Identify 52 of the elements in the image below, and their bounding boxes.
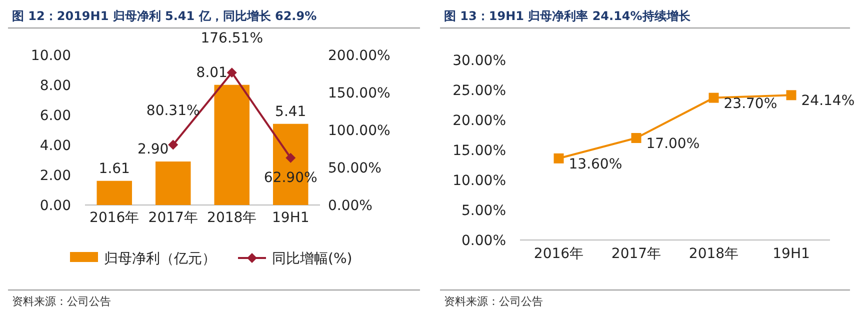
y-tick-label: 0.00 — [40, 198, 71, 214]
y2-tick-label: 200.00% — [328, 48, 390, 64]
data-label: 5.41 — [275, 104, 306, 120]
data-label: 17.00% — [646, 136, 700, 152]
y2-tick-label: 50.00% — [328, 160, 382, 176]
data-label: 13.60% — [568, 156, 622, 172]
bar — [214, 84, 250, 205]
bar — [96, 180, 132, 205]
x-tick-label: 2018年 — [688, 246, 739, 262]
y2-tick-label: 100.00% — [328, 123, 390, 139]
data-label: 176.51% — [200, 30, 264, 47]
x-tick-label: 19H1 — [772, 246, 810, 262]
x-tick-label: 2016年 — [90, 210, 140, 226]
y-tick-label: 10.00% — [452, 173, 506, 189]
point — [286, 152, 296, 163]
point — [631, 133, 642, 143]
point — [786, 90, 796, 100]
y-tick-label: 6.00 — [40, 108, 71, 124]
x-tick-label: 19H1 — [272, 210, 310, 226]
y-tick-label: 15.00% — [452, 143, 506, 159]
chart-title: 图 12：2019H1 归母净利 5.41 亿，同比增长 62.9% — [12, 9, 317, 23]
x-tick-label: 2018年 — [207, 210, 257, 226]
y-tick-label: 2.00 — [40, 168, 71, 184]
y-tick-label: 8.00 — [40, 78, 71, 94]
y2-tick-label: 0.00% — [328, 198, 372, 214]
point — [554, 153, 564, 164]
chart-title: 图 13：19H1 归母净利率 24.14%持续增长 — [444, 9, 692, 23]
data-label: 23.70% — [724, 96, 778, 112]
x-tick-label: 2017年 — [148, 210, 198, 226]
data-label: 24.14% — [801, 93, 855, 110]
y-tick-label: 25.00% — [452, 83, 506, 99]
data-label: 2.90 — [138, 142, 169, 158]
data-label: 80.31% — [146, 102, 200, 119]
text: 资料来源：公司公告 — [12, 295, 111, 308]
point — [226, 68, 237, 78]
point — [168, 140, 178, 150]
y-tick-label: 30.00% — [452, 53, 506, 69]
legend-label: 归母净利（亿元） — [104, 251, 216, 267]
data-label: 8.01 — [196, 64, 228, 81]
y-tick-label: 5.00% — [462, 203, 506, 219]
text: 资料来源：公司公告 — [444, 295, 543, 308]
y-tick-label: 10.00 — [30, 48, 71, 64]
x-tick-label: 2017年 — [611, 246, 662, 262]
point — [708, 92, 719, 103]
legend-label: 同比增幅(%) — [272, 251, 352, 267]
data-label: 1.61 — [98, 160, 130, 177]
y-tick-label: 20.00% — [452, 113, 506, 129]
y2-tick-label: 150.00% — [328, 86, 390, 102]
bar — [156, 162, 191, 205]
y-tick-label: 0.00% — [462, 233, 506, 249]
y-tick-label: 4.00 — [40, 138, 71, 154]
x-tick-label: 2016年 — [534, 246, 584, 262]
